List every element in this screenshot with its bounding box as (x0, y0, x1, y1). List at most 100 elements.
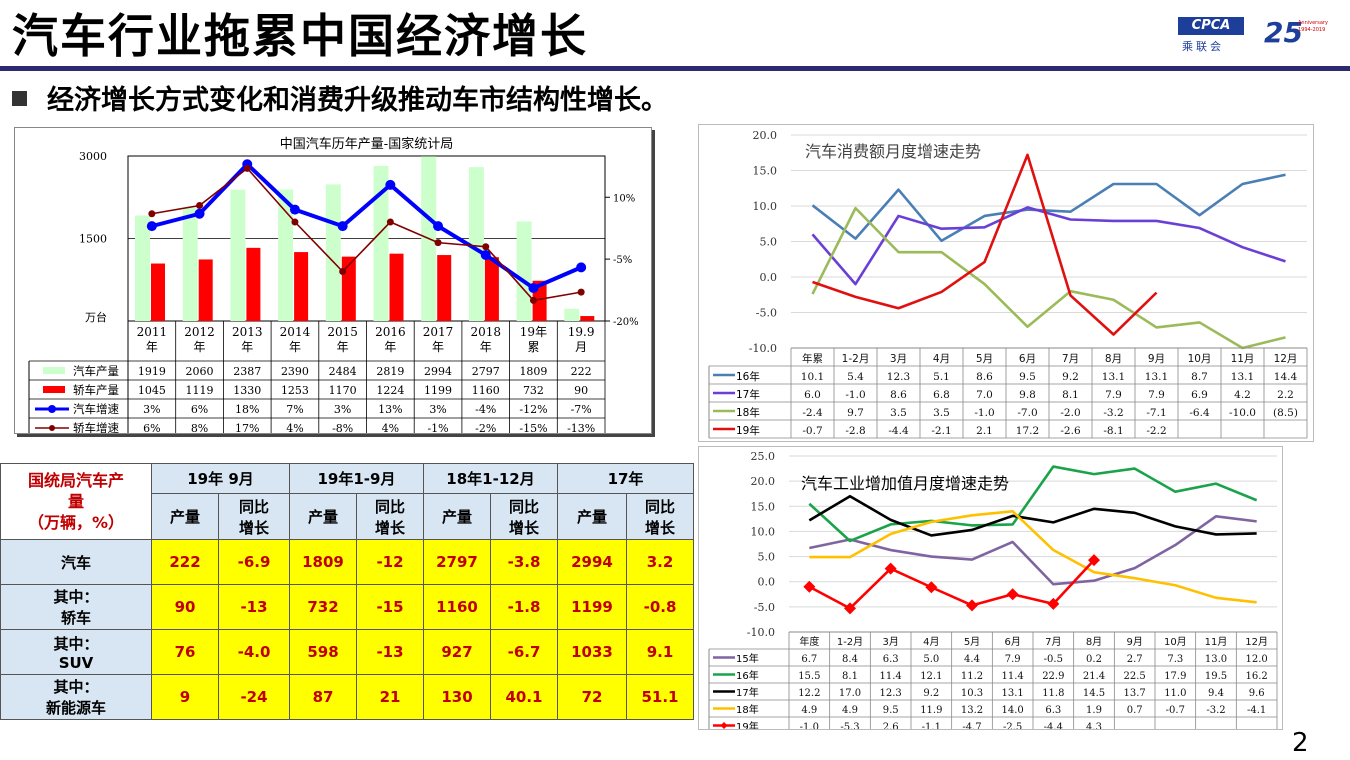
data-label: 21.4 (1083, 671, 1105, 682)
data-label: -4.1 (1247, 705, 1266, 716)
category-label: 2011 (137, 325, 168, 339)
data-label: 10.3 (961, 688, 983, 699)
table-cell: 90 (151, 584, 219, 630)
category-label: 11月 (1231, 353, 1255, 365)
data-label: 11.9 (920, 705, 942, 716)
data-label: 11.4 (880, 671, 902, 682)
series-point (434, 239, 442, 247)
table-cell: 598 (289, 629, 357, 675)
data-label: -12% (519, 403, 547, 416)
group-header: 19年 9月 (151, 463, 290, 494)
page-title: 汽车行业拖累中国经济增长 (12, 9, 588, 63)
data-label: 3.5 (890, 407, 907, 419)
data-label: 11.0 (1164, 688, 1186, 699)
data-label: 1330 (233, 384, 261, 397)
data-label: 14.5 (1083, 688, 1105, 699)
data-label: 9.5 (883, 705, 899, 716)
data-label: 9.5 (1019, 371, 1036, 383)
table-cell: 3.2 (626, 539, 694, 585)
y2-tick-label: 10% (613, 193, 635, 204)
data-label: 4% (382, 422, 399, 433)
category-label: 3月 (882, 636, 898, 648)
category-label: 年 (337, 340, 349, 354)
data-label: -1.0 (800, 722, 819, 729)
data-label: 22.5 (1124, 671, 1146, 682)
category-label: 2018 (470, 325, 501, 339)
data-label: 1160 (472, 384, 500, 397)
chart-title: 中国汽车历年产量-国家统计局 (280, 136, 453, 152)
series-point (339, 268, 347, 275)
logo-name: CPCA (1178, 17, 1244, 35)
category-label: 19.9 (568, 325, 595, 339)
bar-car-production (484, 257, 499, 321)
series-point (966, 599, 978, 612)
data-label: 17.0 (839, 688, 861, 699)
data-label: -2.8 (845, 425, 865, 437)
data-label: 12.0 (1246, 654, 1268, 665)
data-label: -4% (475, 403, 496, 416)
category-label: 8月 (1086, 636, 1102, 648)
sub-header: 同比 增长 (218, 493, 290, 540)
series-point (196, 202, 204, 209)
data-label: 2797 (472, 365, 500, 378)
series-point (576, 262, 587, 273)
table-cell: -4.0 (218, 629, 290, 675)
data-label: -2.0 (1060, 407, 1080, 419)
row-label: 其中： SUV (0, 629, 152, 675)
data-label: 12.3 (887, 371, 910, 383)
series-point (803, 580, 816, 593)
category-label: 11月 (1205, 636, 1228, 648)
data-label: 2.7 (1127, 654, 1143, 665)
table-row: 其中： SUV 76 -4.0 598 -13 927 -6.7 1033 9.1 (0, 629, 694, 675)
table-cell: 76 (151, 629, 219, 675)
data-label: 8.6 (976, 371, 993, 383)
y-tick-label: 0.0 (758, 576, 776, 589)
category-label: 年度 (799, 635, 819, 648)
table-corner: 国统局汽车产量（万辆，%） (0, 463, 152, 540)
data-label: 15.5 (798, 671, 820, 682)
y-tick-label: -10.0 (747, 626, 775, 639)
table-cell: -13 (218, 584, 290, 630)
data-label: 2994 (424, 365, 452, 378)
table-cell: 1033 (557, 629, 627, 675)
data-label: 2387 (233, 365, 261, 378)
y-tick-label: 0.0 (760, 271, 778, 284)
data-label: 9.4 (1208, 688, 1224, 699)
group-header: 19年1-9月 (289, 463, 424, 494)
title-divider (0, 66, 1350, 71)
legend-key (43, 386, 65, 393)
category-label: 7月 (1062, 353, 1079, 365)
category-label: 2014 (280, 325, 311, 339)
series-line (812, 153, 1158, 336)
data-label: 1199 (424, 384, 452, 397)
data-label: 13.0 (1205, 654, 1227, 665)
category-label: 年 (480, 340, 492, 354)
series-point (386, 218, 394, 226)
data-label: 8% (191, 422, 208, 433)
bar-auto-production (278, 189, 294, 321)
bar-auto-production (516, 221, 532, 321)
y-tick-label: 15.0 (751, 500, 776, 513)
data-label: -8.1 (1103, 425, 1123, 437)
series-point (243, 164, 251, 172)
data-label: -2.1 (931, 425, 951, 437)
group-header: 18年1-12月 (423, 463, 558, 494)
data-label: 7.9 (1005, 654, 1021, 665)
data-label: -6.4 (1189, 407, 1210, 419)
table-cell: 732 (289, 584, 357, 630)
category-label: 12月 (1274, 353, 1298, 365)
y-tick-label: 10.0 (753, 200, 778, 213)
data-label: -7.1 (1146, 407, 1166, 419)
bar-car-production (389, 253, 404, 321)
series-point (433, 221, 444, 232)
chart-title: 汽车消费额月度增速走势 (805, 142, 981, 161)
data-label: 19.5 (1205, 671, 1227, 682)
data-label: 3% (429, 403, 446, 416)
series-point (146, 221, 157, 232)
y-tick-label: 1500 (79, 233, 107, 246)
data-label: 9.8 (1019, 389, 1036, 401)
legend-label: 轿车产量 (73, 383, 119, 397)
series-point (385, 179, 396, 190)
table-cell: -24 (218, 674, 290, 720)
data-label: -4.7 (962, 722, 981, 729)
